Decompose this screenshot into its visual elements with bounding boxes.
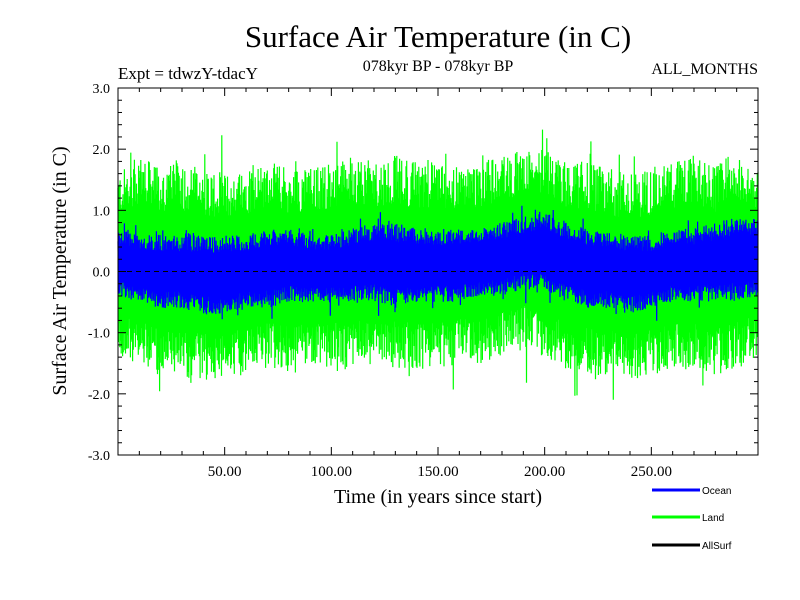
legend-entry-ocean: Ocean — [652, 486, 731, 497]
x-tick-label: 200.00 — [524, 464, 565, 480]
land-line — [117, 129, 759, 400]
subtitle-center: 078kyr BP - 078kyr BP — [363, 58, 514, 75]
y-tick-label: 3.0 — [93, 82, 111, 97]
y-tick-label: 1.0 — [93, 204, 111, 219]
legend: Ocean Land AllSurf — [652, 486, 732, 552]
y-tick-label: 0.0 — [93, 266, 111, 281]
legend-entry-land: Land — [652, 513, 724, 524]
x-tick-label: 250.00 — [631, 464, 672, 480]
y-tick-label: -2.0 — [88, 388, 110, 403]
y-axis-label: Surface Air Temperature (in C) — [49, 146, 71, 395]
chart-title: Surface Air Temperature (in C) — [245, 19, 631, 54]
x-tick-label: 150.00 — [417, 464, 458, 480]
x-axis-label: Time (in years since start) — [334, 486, 542, 508]
x-tick-label: 100.00 — [311, 464, 352, 480]
y-tick-label: -3.0 — [88, 449, 110, 464]
legend-entry-allsurf: AllSurf — [652, 541, 732, 552]
legend-label-allsurf: AllSurf — [702, 541, 732, 552]
y-tick-label: 2.0 — [93, 143, 111, 158]
legend-label-ocean: Ocean — [702, 486, 731, 497]
ocean-series — [117, 205, 759, 321]
subtitle-left: Expt = tdwzY-tdacY — [118, 64, 258, 83]
axis-ticks: 50.00 100.00 150.00 200.00 250.00 3.0 2.0 1.0 0.… — [88, 82, 758, 480]
ocean-line — [117, 205, 759, 321]
subtitle-right: ALL_MONTHS — [651, 61, 758, 78]
y-tick-label: -1.0 — [88, 327, 110, 342]
land-series — [117, 129, 759, 400]
x-tick-label: 50.00 — [208, 464, 242, 480]
legend-label-land: Land — [702, 513, 724, 524]
